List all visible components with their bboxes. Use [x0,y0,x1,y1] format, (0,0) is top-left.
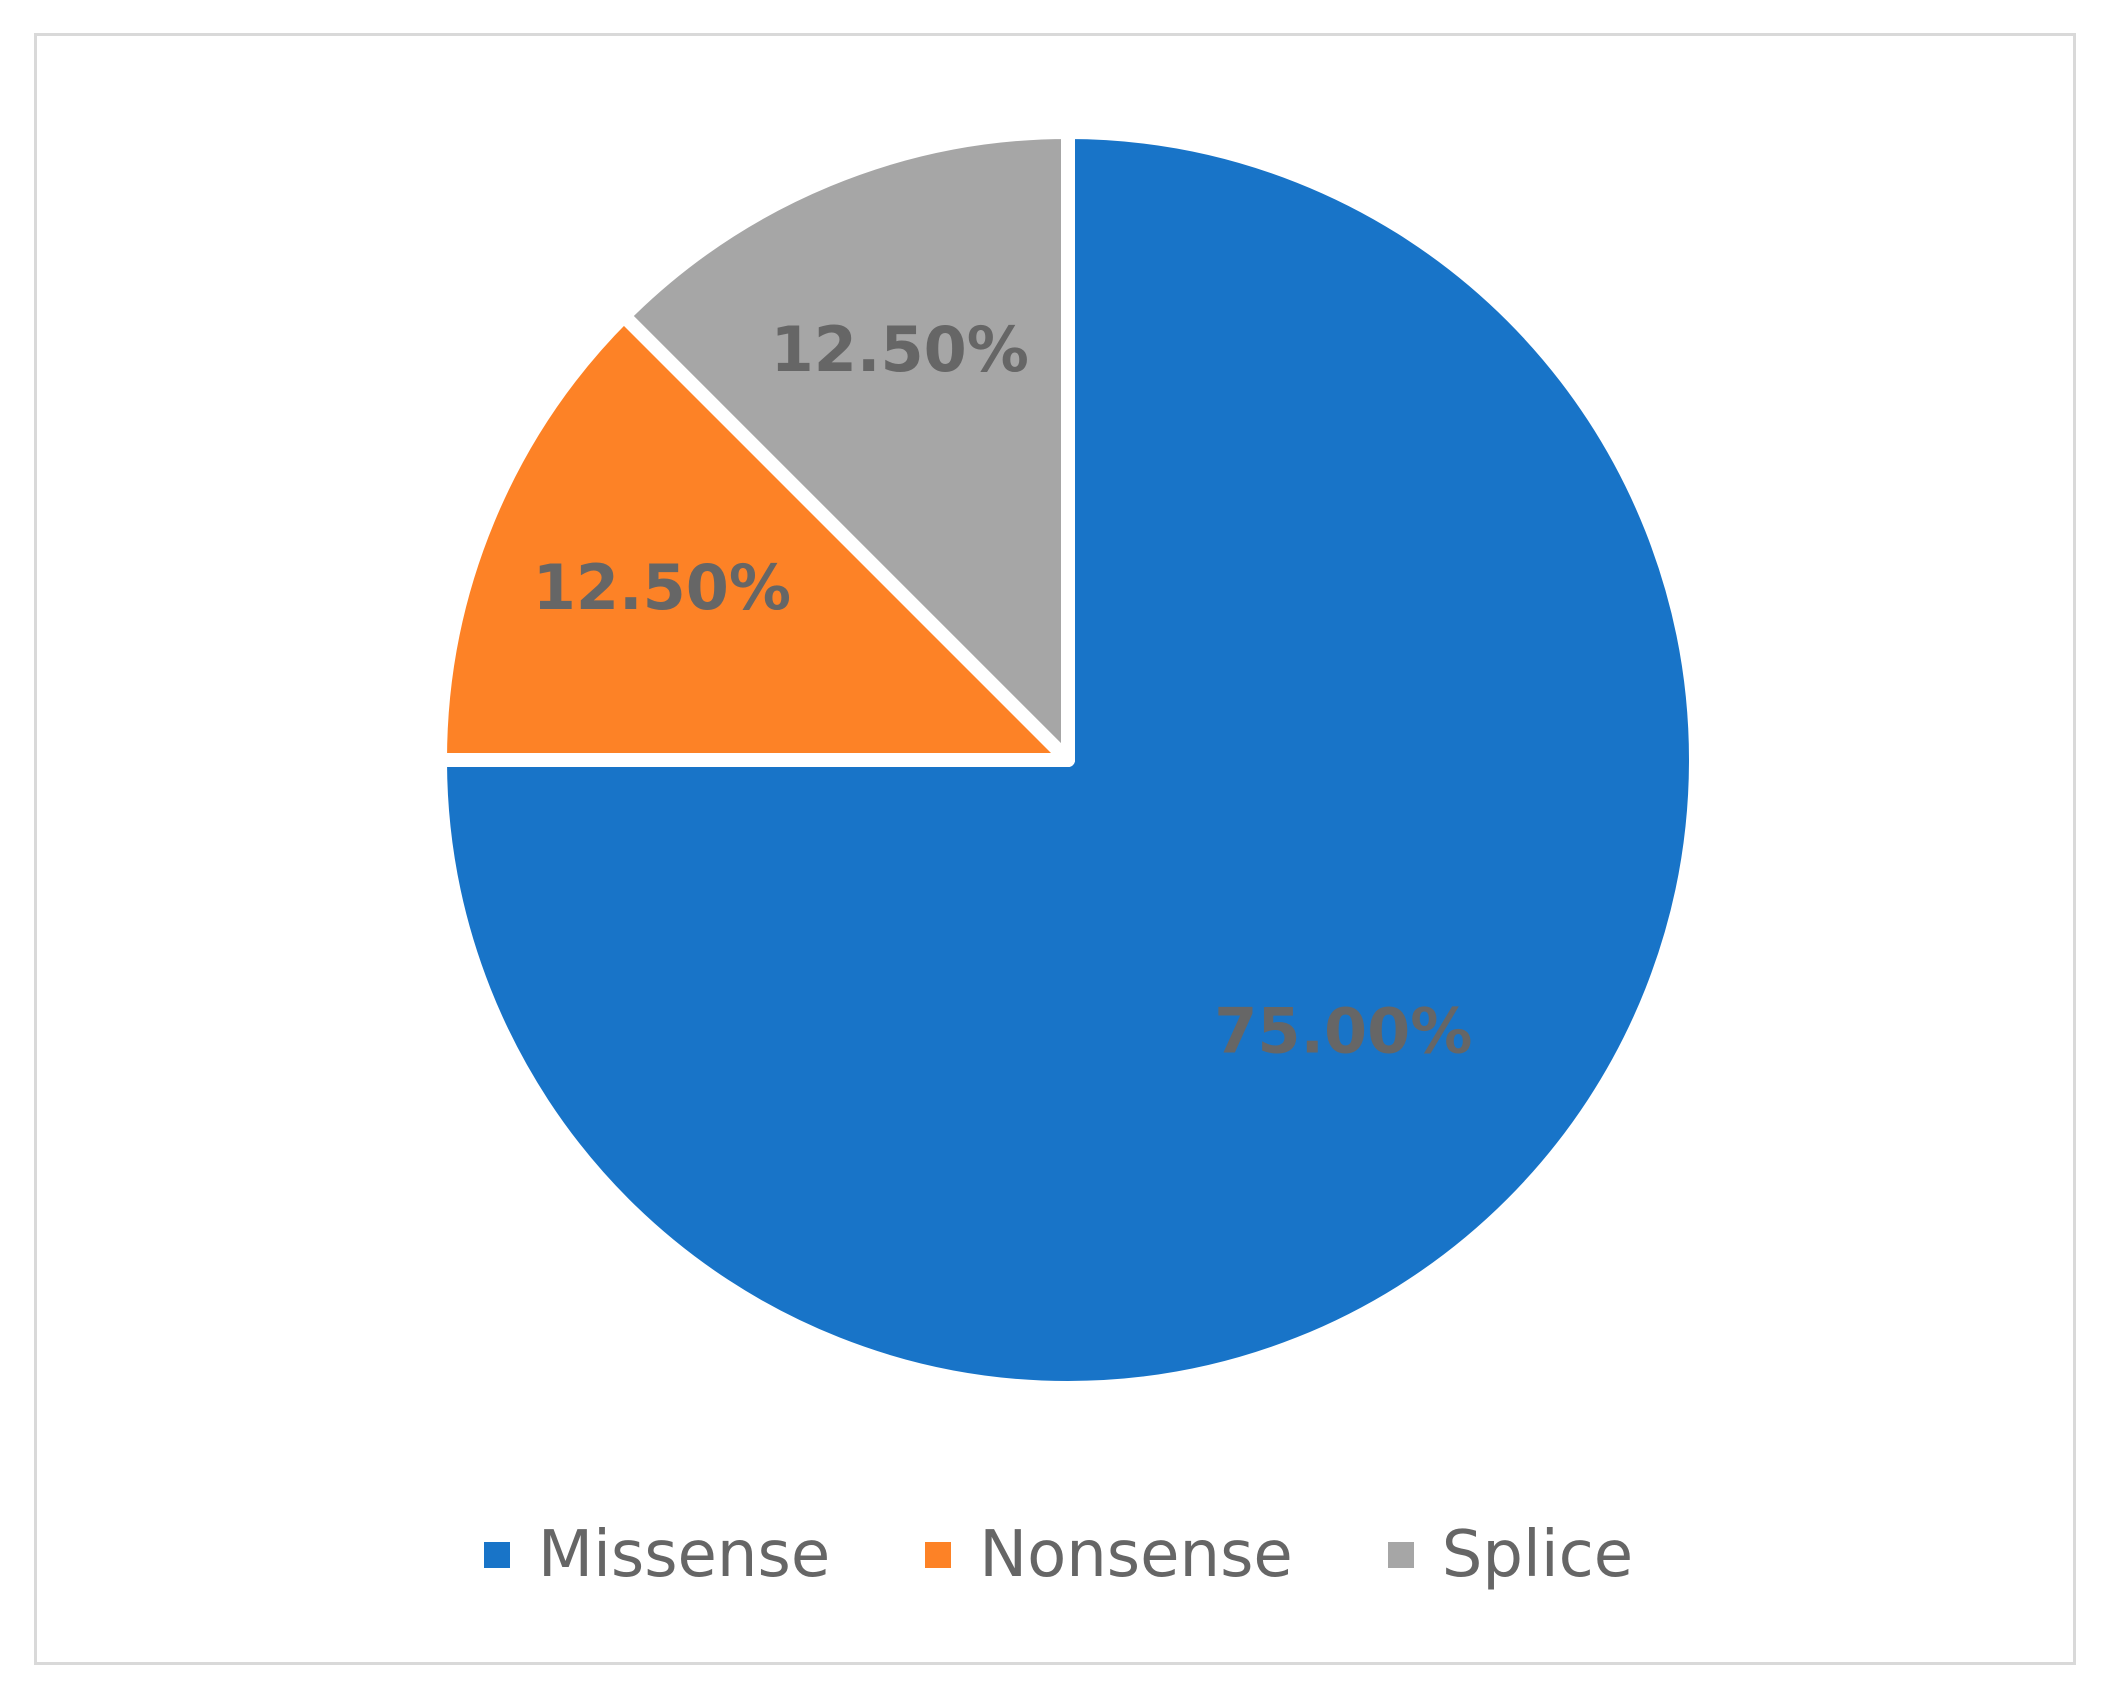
legend-item-nonsense[interactable]: Nonsense [925,1523,1293,1587]
pie-slices [433,125,1703,1395]
pie-slice-splice[interactable] [616,125,1075,767]
legend-label-missense: Missense [537,1518,831,1592]
legend-label-splice: Splice [1441,1518,1634,1592]
legend-label-nonsense: Nonsense [979,1518,1293,1592]
data-label-nonsense: 12.50% [533,551,791,624]
pie-data-labels: 75.00% 12.50% 12.50% [533,313,1473,1067]
pie-slice-nonsense[interactable] [433,308,1075,767]
legend-item-splice[interactable]: Splice [1387,1518,1634,1592]
legend-swatch-nonsense [925,1542,952,1568]
legend-swatch-splice [1387,1542,1414,1568]
data-label-splice: 12.50% [771,313,1029,386]
pie-slice-missense[interactable] [433,125,1703,1395]
data-label-missense: 75.00% [1214,994,1472,1067]
legend-item-missense[interactable]: Missense [483,1518,831,1592]
legend-swatch-missense [483,1542,510,1568]
legend: Missense Nonsense Splice [0,1510,2117,1600]
